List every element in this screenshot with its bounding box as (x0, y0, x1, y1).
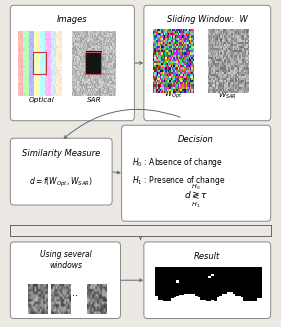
FancyBboxPatch shape (144, 5, 271, 121)
Text: Sliding Window:  W: Sliding Window: W (167, 15, 248, 24)
Text: $H_1$ : Presence of change: $H_1$ : Presence of change (132, 174, 226, 187)
Text: Result: Result (194, 252, 220, 261)
Text: Using several
windows: Using several windows (40, 250, 91, 270)
Text: $d \underset{H_1}{\overset{H_0}{\gtrless}} \tau$: $d \underset{H_1}{\overset{H_0}{\gtrless… (184, 182, 208, 210)
Text: Optical: Optical (28, 96, 54, 103)
FancyBboxPatch shape (10, 5, 134, 121)
Text: Images: Images (57, 15, 88, 24)
Bar (85, 51, 101, 74)
Text: $W_{SAR}$: $W_{SAR}$ (218, 91, 237, 101)
Text: SAR: SAR (87, 96, 101, 103)
Text: $d = f(W_{Opt}, W_{SAR})$: $d = f(W_{Opt}, W_{SAR})$ (29, 176, 93, 189)
Text: Similarity Measure: Similarity Measure (22, 149, 100, 158)
Text: Decision: Decision (178, 135, 214, 144)
Text: ...: ... (69, 288, 78, 298)
FancyBboxPatch shape (10, 242, 121, 318)
FancyBboxPatch shape (10, 138, 112, 205)
Bar (33, 51, 46, 74)
Text: $H_0$ : Absence of change: $H_0$ : Absence of change (132, 156, 223, 169)
FancyBboxPatch shape (122, 125, 271, 221)
FancyBboxPatch shape (144, 242, 271, 318)
Text: $W_{Opt}$: $W_{Opt}$ (164, 90, 183, 101)
